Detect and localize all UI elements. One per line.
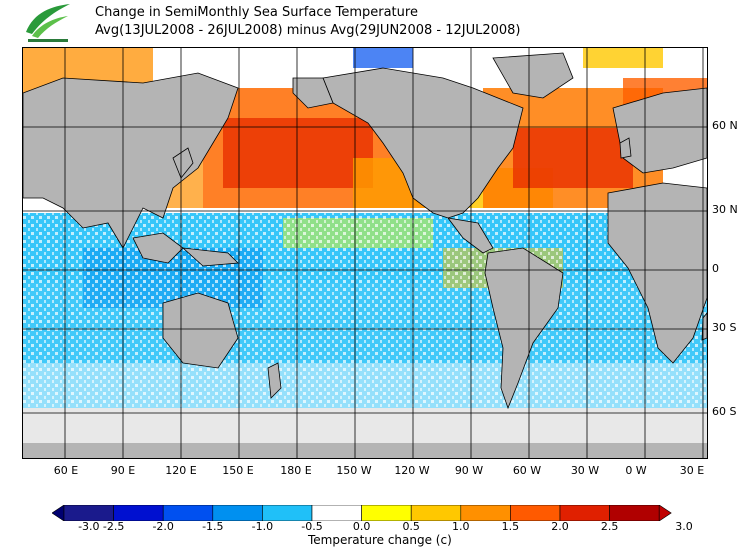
- color-scale-bar: [52, 505, 672, 521]
- colorbar-tick-label: 0.5: [402, 520, 420, 533]
- lon-label-180e: 180 E: [280, 464, 312, 477]
- colorbar-tick-label: 0.0: [352, 520, 371, 533]
- land-masses: [23, 52, 707, 410]
- lon-label-0w: 0 W: [625, 464, 647, 477]
- south-america: [484, 247, 564, 410]
- colorbar-low-arrow: [52, 505, 65, 521]
- lon-label-60w: 60 W: [512, 464, 542, 477]
- colorbar-swatch: [262, 505, 313, 521]
- lon-label-60e: 60 E: [53, 464, 79, 477]
- asia-landmass: [23, 72, 239, 249]
- colorbar-swatch: [361, 505, 412, 521]
- colorbar-swatch: [559, 505, 610, 521]
- lon-label-120w: 120 W: [394, 464, 430, 477]
- colorbar-tick-label: -3.0: [78, 520, 100, 533]
- antarctica: [23, 443, 707, 458]
- colorbar-swatch: [609, 505, 660, 521]
- colorbar-swatch: [410, 505, 462, 521]
- graticule: [23, 48, 707, 458]
- map-canvas: [23, 48, 707, 458]
- sst-map: [22, 47, 708, 459]
- lon-label-30w: 30 W: [570, 464, 600, 477]
- colorbar-swatch: [510, 505, 561, 521]
- color-scale-unit: Temperature change (c): [308, 533, 452, 547]
- lat-label-0: 0: [712, 262, 719, 275]
- lon-label-120e: 120 E: [165, 464, 197, 477]
- lat-label-60s: 60 S: [712, 405, 737, 418]
- australia: [162, 292, 239, 369]
- lon-label-150w: 150 W: [336, 464, 372, 477]
- title-line-2: Avg(13JUL2008 - 26JUL2008) minus Avg(29J…: [95, 23, 521, 38]
- colorbar-tick-label: 1.0: [452, 520, 470, 533]
- maritime-se-asia: [132, 232, 184, 264]
- colorbar-tick-label: -1.0: [251, 520, 274, 533]
- alaska: [292, 77, 334, 109]
- central-america: [447, 217, 494, 254]
- lon-label-150e: 150 E: [222, 464, 254, 477]
- colorbar-swatch: [162, 505, 214, 521]
- colorbar-swatch: [212, 505, 263, 521]
- title-line-1: Change in SemiMonthly Sea Surface Temper…: [95, 5, 418, 20]
- greenland: [492, 52, 574, 99]
- new-guinea: [181, 247, 239, 267]
- colorbar-tick-label: 3.0: [675, 520, 693, 533]
- colorbar-high-arrow: [658, 505, 672, 521]
- uk: [619, 137, 632, 159]
- africa: [607, 182, 707, 364]
- colorbar-swatch: [311, 505, 362, 521]
- lat-label-60n: 60 N: [712, 119, 738, 132]
- colorbar-tick-label: -1.5: [202, 520, 224, 533]
- lat-label-30n: 30 N: [712, 203, 738, 216]
- lon-label-30e: 30 E: [679, 464, 705, 477]
- colorbar-tick-label: -2.5: [102, 520, 125, 533]
- lon-label-90w: 90 W: [454, 464, 484, 477]
- colorbar-tick-label: -0.5: [301, 520, 323, 533]
- colorbar-tick-label: 2.5: [600, 520, 619, 533]
- colorbar-tick-label: 1.5: [501, 520, 520, 533]
- colorbar-tick-label: 2.0: [551, 520, 569, 533]
- new-zealand: [267, 362, 282, 399]
- lon-label-90e: 90 E: [110, 464, 136, 477]
- logo-icon: [26, 4, 70, 42]
- colorbar-swatch: [63, 505, 114, 521]
- japan: [172, 147, 194, 179]
- colorbar-swatch: [460, 505, 511, 521]
- colorbar-swatch: [113, 505, 164, 521]
- lat-label-30s: 30 S: [712, 321, 737, 334]
- chart-title: Change in SemiMonthly Sea Surface Temper…: [95, 4, 521, 40]
- colorbar-tick-label: -2.0: [152, 520, 174, 533]
- north-america: [322, 67, 524, 219]
- europe: [612, 87, 707, 174]
